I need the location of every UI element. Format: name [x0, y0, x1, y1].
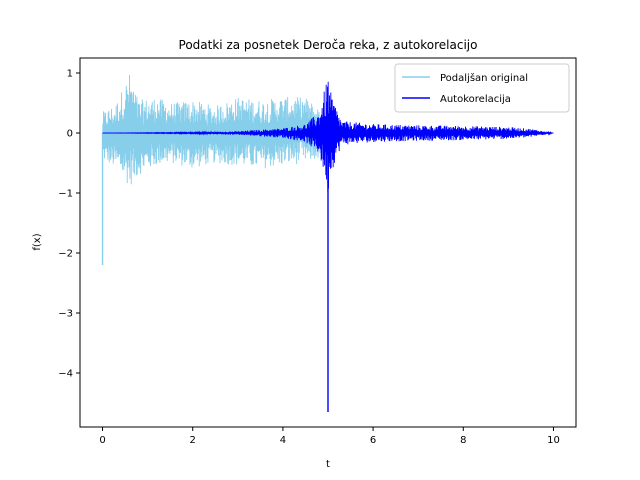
x-tick-label: 0 [99, 435, 105, 446]
x-tick-label: 10 [547, 435, 560, 446]
legend-label-original: Podaljšan original [440, 72, 528, 84]
x-tick-label: 8 [460, 435, 466, 446]
series-original-line [102, 74, 329, 185]
y-tick-label: −3 [58, 309, 73, 320]
plot-frame [79, 57, 577, 428]
plot-area [101, 74, 554, 412]
y-axis: 1 0 −1 −2 −3 −4 [58, 69, 80, 380]
x-tick-label: 2 [190, 435, 196, 446]
y-tick-label: −2 [58, 249, 73, 260]
x-tick-label: 6 [370, 435, 376, 446]
y-tick-label: −1 [58, 189, 73, 200]
x-axis: 0 2 4 6 8 10 [99, 427, 560, 446]
y-tick-label: 0 [67, 129, 73, 140]
legend-label-autocorrelation: Autokorelacija [440, 94, 511, 105]
legend-box [394, 63, 570, 113]
y-tick-label: 1 [67, 69, 73, 80]
y-axis-label: f(x) [32, 233, 43, 250]
x-axis-label: t [326, 459, 330, 470]
legend: Podaljšan original Autokorelacija [394, 63, 570, 113]
y-tick-label: −4 [58, 369, 73, 380]
chart-title: Podatki za posnetek Deroča reka, z autok… [179, 38, 478, 52]
x-tick-label: 4 [280, 435, 286, 446]
